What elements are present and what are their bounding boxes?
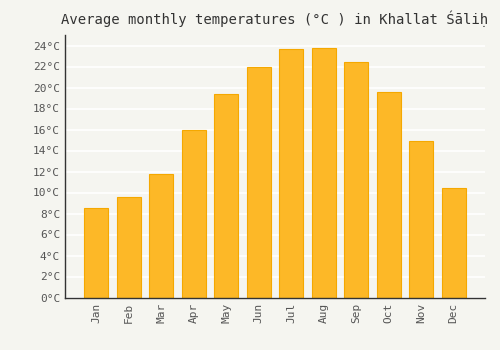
Bar — [246, 66, 271, 298]
Bar — [182, 130, 206, 298]
Bar — [442, 188, 466, 298]
Bar — [376, 92, 401, 298]
Bar — [84, 208, 108, 298]
Bar — [409, 141, 434, 298]
Bar — [214, 94, 238, 298]
Bar — [149, 174, 174, 298]
Bar — [279, 49, 303, 298]
Bar — [116, 197, 141, 298]
Title: Average monthly temperatures (°C ) in Khallat Śāliḥ: Average monthly temperatures (°C ) in Kh… — [62, 10, 488, 27]
Bar — [344, 62, 368, 298]
Bar — [312, 48, 336, 298]
